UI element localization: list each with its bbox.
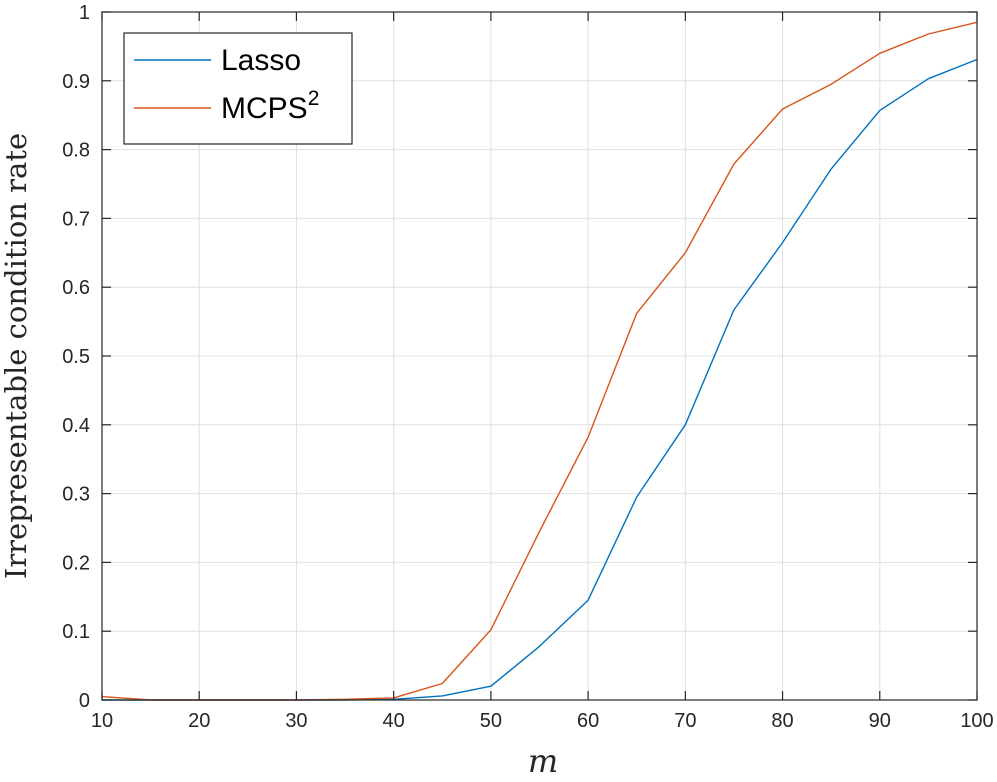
legend-label-text: MCPS xyxy=(221,92,308,125)
y-tick-label: 0.1 xyxy=(62,621,90,643)
legend-label-1: MCPS2 xyxy=(221,87,319,125)
x-tick-label: 90 xyxy=(869,710,891,732)
legend-label-0: Lasso xyxy=(221,44,301,77)
x-tick-label: 40 xyxy=(383,710,405,732)
y-tick-label: 0.4 xyxy=(62,415,90,437)
x-tick-label: 50 xyxy=(480,710,502,732)
legend-label-superscript: 2 xyxy=(308,87,320,110)
y-tick-label: 0.5 xyxy=(62,346,90,368)
y-axis-title: Irrepresentable condition rate xyxy=(0,133,33,579)
x-tick-label: 20 xyxy=(188,710,210,732)
x-tick-label: 80 xyxy=(771,710,793,732)
legend-label-text: Lasso xyxy=(221,44,301,77)
y-tick-label: 0.7 xyxy=(62,208,90,230)
x-tick-label: 70 xyxy=(674,710,696,732)
x-tick-label: 60 xyxy=(577,710,599,732)
y-tick-label: 1 xyxy=(79,2,90,24)
x-tick-label: 100 xyxy=(960,710,993,732)
x-tick-label: 30 xyxy=(285,710,307,732)
y-tick-label: 0.6 xyxy=(62,277,90,299)
legend: Lasso MCPS2 xyxy=(123,32,353,145)
y-tick-label: 0.8 xyxy=(62,140,90,162)
y-tick-label: 0.2 xyxy=(62,552,90,574)
x-tick-label: 10 xyxy=(91,710,113,732)
x-axis-title: m xyxy=(528,742,558,780)
series-line-0 xyxy=(102,58,978,701)
y-tick-label: 0.3 xyxy=(62,484,90,506)
legend-box xyxy=(123,32,353,145)
y-tick-label: 0.9 xyxy=(62,71,90,93)
y-tick-label: 0 xyxy=(79,690,90,712)
axis-ticks: 10 20 30 40 50 60 70 80 90 100 0 0.1 0.2 0.3 0.4 0.5 0.6… xyxy=(62,2,994,732)
